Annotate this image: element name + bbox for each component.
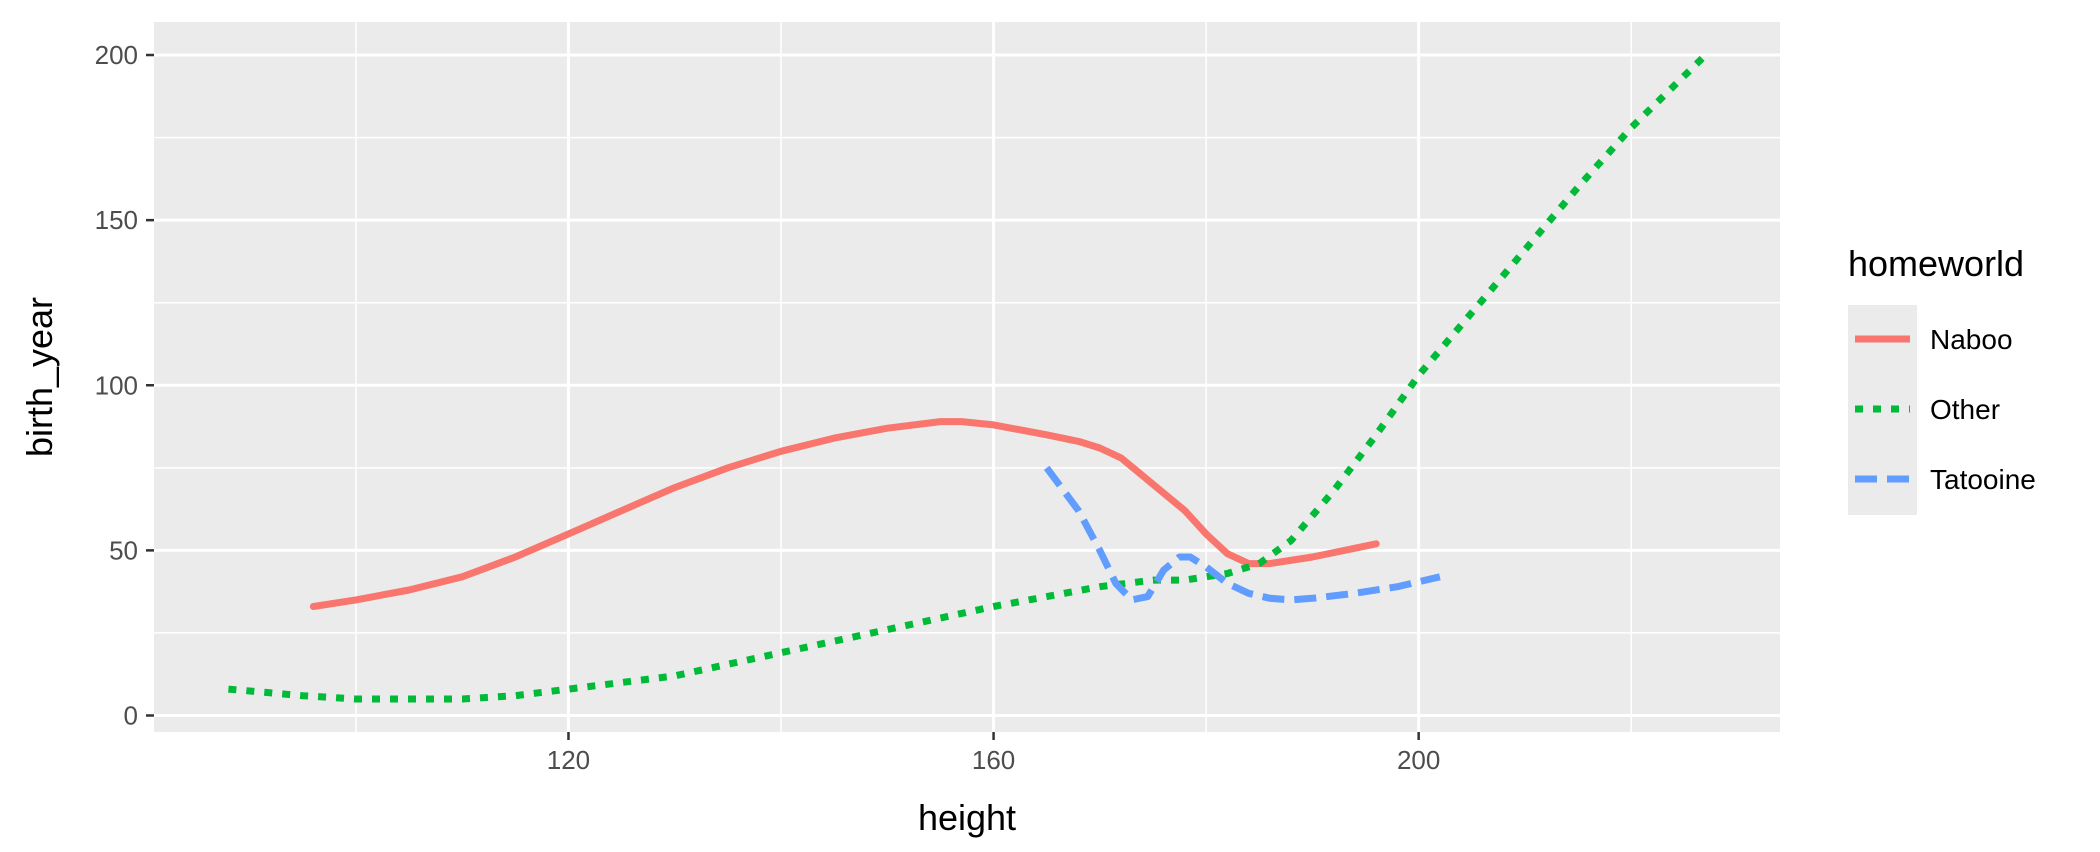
x-tick-label: 120: [547, 745, 590, 775]
y-axis: 0 50 100 150 200: [95, 40, 154, 730]
series-line-naboo: [309, 418, 1380, 610]
legend-label-tatooine: Tatooine: [1930, 464, 2036, 495]
legend-items: Naboo Other Tatooine: [1855, 324, 2036, 495]
legend-title: homeworld: [1848, 243, 2024, 284]
x-axis: 120 160 200: [547, 732, 1440, 775]
y-tick-label: 50: [109, 535, 138, 565]
plot-panel: [154, 22, 1780, 732]
legend: homeworld Naboo Other Tatooine: [1848, 243, 2036, 515]
series-layer: [228, 52, 1709, 703]
y-tick-label: 100: [95, 370, 138, 400]
grid-minor: [154, 22, 1780, 732]
y-tick-label: 200: [95, 40, 138, 70]
y-axis-title: birth_year: [19, 297, 60, 457]
legend-label-other: Other: [1930, 394, 2000, 425]
y-tick-label: 150: [95, 205, 138, 235]
grid-major: [154, 22, 1780, 732]
x-axis-title: height: [918, 797, 1016, 838]
series-line-tatooine: [1043, 465, 1441, 604]
y-tick-label: 0: [124, 700, 138, 730]
x-tick-label: 160: [972, 745, 1015, 775]
legend-label-naboo: Naboo: [1930, 324, 2013, 355]
x-tick-label: 200: [1397, 745, 1440, 775]
